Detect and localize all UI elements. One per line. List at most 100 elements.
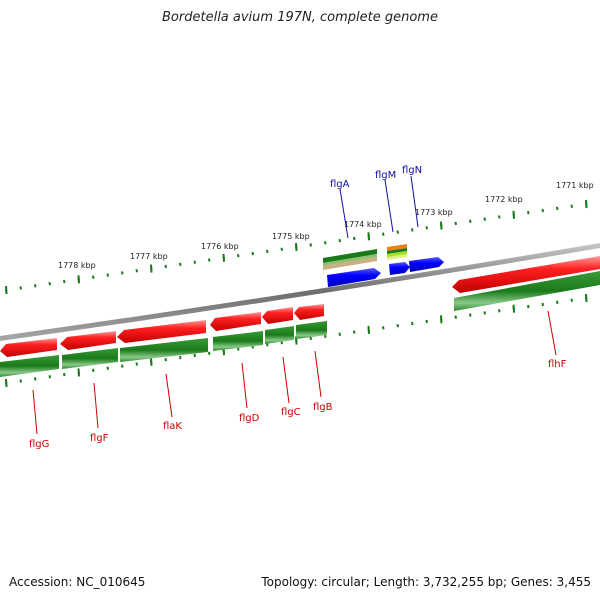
scale-tick bbox=[425, 226, 428, 230]
scale-tick bbox=[425, 319, 428, 324]
scale-major-tick bbox=[512, 304, 515, 313]
scale-tick bbox=[106, 273, 109, 277]
scale-tick bbox=[483, 217, 486, 221]
bottom-label-leaders bbox=[32, 310, 557, 435]
scale-tick bbox=[483, 311, 486, 315]
flgM-blue-arrow[interactable] bbox=[389, 262, 410, 275]
scale-tick bbox=[164, 358, 167, 362]
scale-major-tick bbox=[440, 315, 443, 324]
gene-label-flgG[interactable]: flgG bbox=[29, 439, 49, 450]
scale-label: 1777 kbp bbox=[130, 252, 168, 261]
scale-tick bbox=[411, 228, 414, 232]
scale-tick bbox=[179, 355, 182, 360]
scale-major-tick bbox=[77, 368, 80, 377]
scale-tick bbox=[63, 372, 66, 377]
page-title: Bordetella avium 197N, complete genome bbox=[162, 10, 438, 25]
scale-ticks-bottom bbox=[5, 293, 588, 388]
scale-major-tick bbox=[295, 243, 298, 252]
flgD-green-bar[interactable] bbox=[213, 331, 263, 351]
flgA-blue-arrow[interactable] bbox=[327, 268, 381, 287]
scale-tick bbox=[527, 211, 530, 215]
scale-tick bbox=[309, 336, 312, 341]
gene-label-flgF[interactable]: flgF bbox=[90, 433, 109, 444]
flgB-red-arrow[interactable] bbox=[294, 304, 324, 320]
gene-label-flgC[interactable]: flgC bbox=[281, 407, 301, 418]
scale-tick bbox=[469, 219, 472, 223]
scale-tick bbox=[324, 334, 327, 338]
flgC-green-bar[interactable] bbox=[265, 326, 294, 344]
scale-major-tick bbox=[77, 275, 80, 284]
scale-tick bbox=[237, 347, 240, 351]
flgB-green-bar[interactable] bbox=[296, 321, 327, 339]
gene-label-flaK[interactable]: flaK bbox=[163, 421, 182, 432]
flgM-gene-feature[interactable] bbox=[387, 244, 407, 260]
scale-tick bbox=[338, 332, 341, 336]
scale-tick bbox=[469, 313, 472, 317]
scale-labels: 1778 kbp 1777 kbp 1776 kbp 1775 kbp 1774 kbp… bbox=[58, 181, 594, 270]
scale-tick bbox=[164, 264, 167, 269]
scale-major-tick bbox=[5, 379, 8, 388]
scale-tick bbox=[382, 326, 385, 330]
scale-tick bbox=[527, 304, 530, 309]
scale-label: 1774 kbp bbox=[344, 220, 382, 229]
flgD-red-arrow[interactable] bbox=[210, 312, 261, 331]
gene-label-flgM[interactable]: flgM bbox=[375, 170, 396, 181]
scale-tick bbox=[121, 271, 124, 275]
scale-tick bbox=[135, 362, 138, 366]
scale-tick bbox=[92, 275, 95, 279]
scale-major-tick bbox=[222, 253, 225, 262]
scale-tick bbox=[179, 262, 182, 266]
scale-major-tick bbox=[512, 210, 515, 219]
scale-tick bbox=[19, 286, 22, 290]
scale-tick bbox=[411, 321, 414, 326]
flgF-green-bar[interactable] bbox=[62, 348, 118, 369]
scale-tick bbox=[34, 377, 37, 381]
scale-major-tick bbox=[150, 264, 153, 273]
gene-label-flgD[interactable]: flgD bbox=[239, 413, 260, 424]
scale-tick bbox=[208, 258, 211, 262]
flaK-red-arrow[interactable] bbox=[117, 320, 206, 343]
flgA-gene-feature[interactable] bbox=[323, 249, 377, 270]
scale-ticks-top bbox=[5, 200, 588, 295]
gene-label-flgB[interactable]: flgB bbox=[313, 402, 333, 413]
scale-label: 1771 kbp bbox=[556, 181, 594, 190]
scale-tick bbox=[92, 368, 95, 373]
top-label-leaders bbox=[339, 175, 419, 239]
scale-label: 1773 kbp bbox=[415, 208, 453, 217]
scale-tick bbox=[34, 284, 37, 288]
flgG-red-arrow[interactable] bbox=[0, 338, 57, 357]
flhF-green-bar[interactable] bbox=[454, 271, 600, 311]
scale-tick bbox=[324, 241, 327, 245]
scale-tick bbox=[280, 247, 283, 251]
flgN-blue-arrow[interactable] bbox=[409, 257, 444, 272]
flhF-red-arrow[interactable] bbox=[452, 256, 600, 293]
scale-tick bbox=[266, 343, 269, 347]
scale-tick bbox=[382, 232, 385, 236]
flaK-green-bar[interactable] bbox=[120, 338, 208, 362]
flgF-red-arrow[interactable] bbox=[60, 331, 116, 350]
accession-text: Accession: NC_010645 bbox=[9, 575, 146, 589]
scale-label: 1776 kbp bbox=[201, 242, 239, 251]
scale-tick bbox=[338, 238, 341, 243]
scale-tick bbox=[63, 279, 66, 284]
scale-tick bbox=[193, 353, 196, 358]
gene-label-flhF[interactable]: flhF bbox=[548, 359, 567, 370]
scale-tick bbox=[193, 260, 196, 264]
scale-tick bbox=[570, 204, 573, 208]
scale-tick bbox=[309, 243, 312, 247]
gene-label-flgN[interactable]: flgN bbox=[402, 165, 422, 176]
scale-major-tick bbox=[367, 232, 370, 241]
scale-tick bbox=[541, 208, 544, 213]
gene-label-flgA[interactable]: flgA bbox=[330, 179, 350, 190]
scale-tick bbox=[208, 351, 211, 356]
flgC-red-arrow[interactable] bbox=[262, 307, 293, 324]
flgG-green-bar[interactable] bbox=[0, 355, 59, 377]
scale-label: 1772 kbp bbox=[485, 195, 523, 204]
scale-tick bbox=[353, 236, 356, 241]
scale-tick bbox=[556, 300, 559, 304]
scale-tick bbox=[541, 302, 544, 307]
scale-major-tick bbox=[150, 357, 153, 366]
scale-tick bbox=[266, 249, 269, 254]
